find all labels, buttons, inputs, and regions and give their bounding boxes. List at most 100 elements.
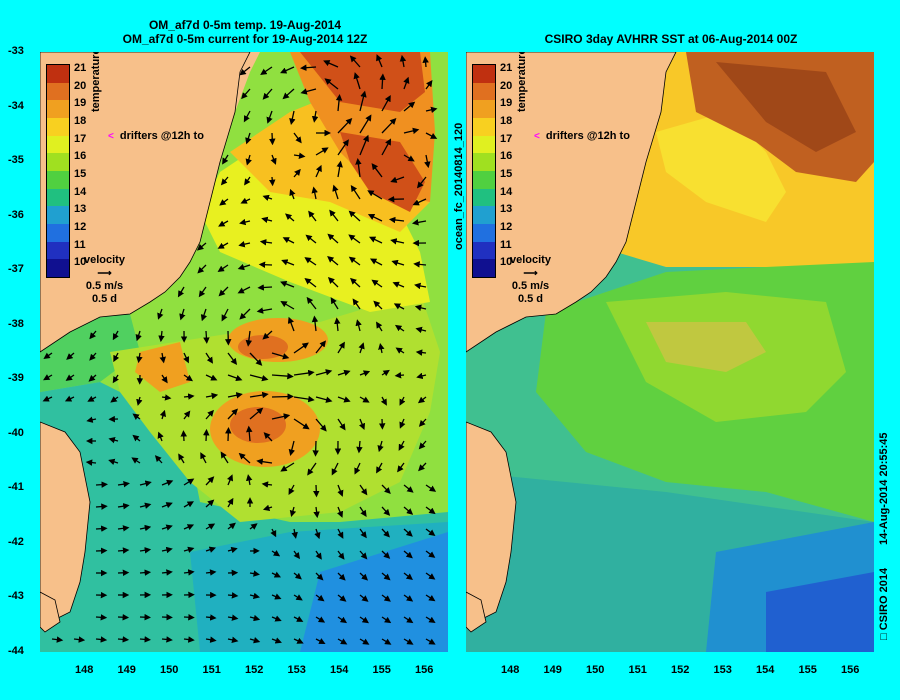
current-arrow (260, 66, 273, 75)
current-arrow (205, 374, 218, 381)
current-arrow (117, 636, 130, 643)
current-arrow (293, 418, 310, 430)
current-arrow (238, 241, 251, 248)
current-arrow (198, 286, 207, 298)
legend-value: 17 (500, 132, 513, 145)
current-arrow (95, 525, 108, 532)
current-arrow (132, 413, 141, 420)
colorbar-segment (473, 188, 495, 207)
x-tick-label: 153 (287, 664, 306, 676)
current-arrow (289, 188, 296, 200)
copyright-label: □ CSIRO 2014 (878, 568, 890, 640)
current-arrow (51, 636, 64, 643)
current-arrow (403, 616, 414, 624)
current-arrow (337, 139, 349, 156)
current-arrow (285, 213, 295, 222)
current-arrow (311, 315, 319, 332)
current-arrow (293, 637, 304, 644)
current-arrow (161, 524, 173, 531)
copyright-text: CSIRO 2014 (878, 567, 890, 631)
current-arrow (227, 522, 236, 530)
current-arrow (359, 370, 371, 377)
colorbar-segment (47, 65, 69, 83)
current-arrow (95, 636, 108, 643)
model-temperature-map[interactable]: 21 20 19 18 17 16 15 14 13 12 11 10 temperature (°C… (40, 52, 448, 652)
satellite-sst-map[interactable]: 21 20 19 18 17 16 15 14 13 12 11 10 temperature (°C… (466, 52, 874, 652)
current-arrow (377, 440, 384, 453)
y-tick-label: -44 (8, 644, 24, 657)
current-arrow (205, 523, 216, 530)
current-arrow (271, 571, 282, 578)
current-arrow (87, 395, 97, 402)
current-arrow (161, 502, 173, 509)
current-arrow (73, 636, 86, 643)
current-arrow (183, 636, 195, 643)
current-arrow (356, 440, 363, 454)
current-arrow (350, 277, 361, 288)
current-vectors (42, 54, 438, 645)
current-arrow (42, 395, 53, 402)
current-arrow (261, 216, 273, 223)
current-arrow (132, 434, 141, 442)
current-arrow (157, 431, 164, 442)
current-arrow (271, 372, 294, 380)
current-arrow (394, 372, 405, 379)
current-arrow (64, 395, 75, 402)
current-arrow (403, 594, 414, 602)
current-arrow (324, 78, 339, 90)
current-arrow (359, 396, 370, 403)
current-arrow (227, 352, 238, 366)
current-arrow (249, 407, 264, 420)
colorbar-segment (47, 100, 69, 118)
current-arrow (282, 237, 295, 244)
current-arrow (95, 503, 108, 510)
current-arrow (337, 594, 347, 602)
current-arrow (221, 308, 229, 322)
current-arrow (348, 256, 361, 266)
legend-value: 13 (500, 203, 513, 216)
current-arrow (159, 352, 166, 364)
current-arrow (136, 352, 143, 364)
current-arrow (381, 94, 391, 112)
current-arrow (227, 392, 243, 399)
x-tick-label: 156 (841, 664, 860, 676)
current-arrow (359, 638, 370, 645)
current-arrow (262, 330, 273, 340)
current-arrow (227, 474, 234, 486)
current-arrow (288, 484, 295, 496)
current-arrow (381, 528, 390, 538)
x-tick-label: 150 (160, 664, 179, 676)
x-tick-label: 149 (543, 664, 562, 676)
current-arrow (403, 638, 414, 645)
legend-value: 12 (500, 221, 513, 233)
drifter-marker-icon: < (108, 131, 114, 142)
current-arrow (337, 396, 351, 403)
current-arrow (95, 614, 108, 621)
current-arrow (227, 497, 234, 508)
current-arrow (271, 550, 281, 557)
current-arrow (330, 297, 339, 310)
legend-value: 17 (74, 132, 87, 145)
current-arrow (161, 479, 174, 486)
current-arrow (271, 615, 282, 622)
current-arrow (139, 480, 152, 487)
current-arrow (403, 528, 413, 537)
current-arrow (403, 572, 413, 580)
y-tick-label: -42 (8, 535, 24, 548)
legend-value: 21 (74, 62, 87, 74)
current-arrow (183, 569, 195, 576)
colorbar-segment (47, 117, 69, 136)
current-arrow (293, 132, 302, 144)
current-arrow (337, 341, 345, 354)
legend-value: 20 (74, 79, 87, 92)
current-arrow (425, 550, 436, 558)
current-arrow (388, 216, 405, 224)
forecast-id-label: ocean_fc_20140814_120 (453, 122, 465, 250)
colorbar-segment (473, 100, 495, 118)
current-arrow (282, 88, 295, 100)
y-tick-label: -39 (8, 372, 24, 384)
current-arrow (220, 176, 229, 186)
colorbar-segment (473, 65, 495, 83)
current-arrow (95, 481, 108, 488)
current-arrow (249, 592, 260, 600)
